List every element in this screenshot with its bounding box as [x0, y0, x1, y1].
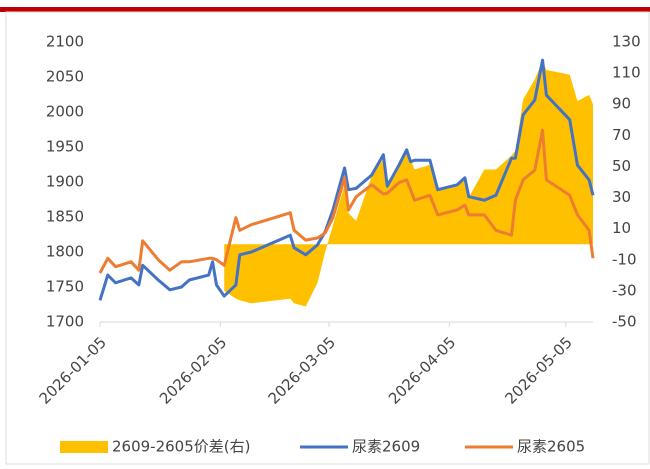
- line: [98, 58, 595, 301]
- y-tick-label: 2050: [46, 68, 84, 86]
- y2-tick-label: -30: [612, 281, 637, 299]
- y2-tick-label: -10: [612, 250, 637, 268]
- y-tick-label: 1900: [46, 173, 84, 191]
- x-tick-label: 2026-05-05: [501, 333, 575, 407]
- y2-tick-label: -50: [612, 313, 637, 331]
- top-bar: [0, 7, 650, 12]
- line: [98, 128, 595, 274]
- legend-label: 2609-2605价差(右): [112, 438, 250, 456]
- legend-swatch: [60, 441, 108, 453]
- y-tick-label: 1750: [46, 278, 84, 296]
- y-tick-label: 1950: [46, 138, 84, 156]
- y-tick-label: 2000: [46, 103, 84, 121]
- x-tick-label: 2026-04-05: [385, 333, 459, 407]
- y-tick-label: 1800: [46, 243, 84, 261]
- y2-tick-label: 110: [612, 64, 641, 82]
- y2-tick-label: 50: [612, 157, 631, 175]
- y2-tick-label: 90: [612, 95, 631, 113]
- legend-label: 尿素2605: [517, 438, 585, 456]
- y-tick-label: 2100: [46, 33, 84, 51]
- y-tick-label: 1700: [46, 313, 84, 331]
- y2-tick-label: 130: [612, 33, 641, 51]
- y-tick-label: 1850: [46, 208, 84, 226]
- y2-tick-label: 30: [612, 188, 631, 206]
- x-tick-label: 2026-02-05: [156, 333, 230, 407]
- frame: [5, 11, 650, 465]
- x-tick-label: 2026-01-05: [36, 333, 110, 407]
- x-tick-label: 2026-03-05: [265, 333, 339, 407]
- legend-label: 尿素2609: [352, 438, 420, 456]
- y2-tick-label: 10: [612, 219, 631, 237]
- y2-tick-label: 70: [612, 126, 631, 144]
